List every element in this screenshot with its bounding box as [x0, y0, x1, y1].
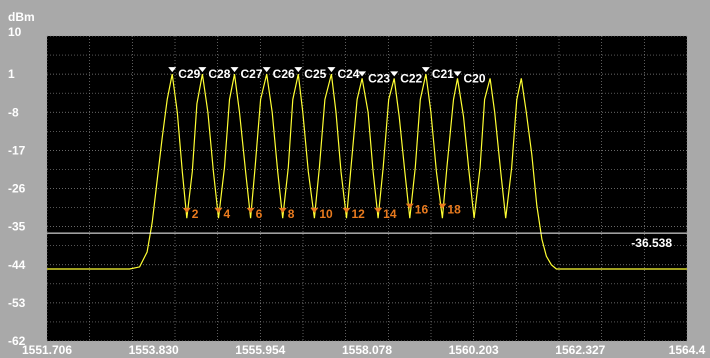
- peak-label: C22: [400, 71, 422, 85]
- peak-marker: [198, 67, 207, 73]
- peak-label: C20: [463, 71, 485, 85]
- x-tick-label: 1553.830: [129, 343, 179, 357]
- y-tick-label: -8: [8, 105, 19, 119]
- valley-label: 18: [447, 203, 461, 217]
- valley-marker: [342, 207, 351, 213]
- y-tick-label: 1: [8, 67, 15, 81]
- valley-label: 6: [256, 207, 263, 221]
- spectrum-trace: [47, 73, 687, 270]
- valley-marker: [438, 203, 447, 209]
- y-tick-label: -44: [8, 258, 26, 272]
- valley-marker: [214, 207, 223, 213]
- plot-area: [47, 36, 687, 341]
- peak-marker: [358, 71, 367, 77]
- peak-marker: [327, 67, 336, 73]
- valley-label: 8: [288, 207, 295, 221]
- valley-label: 14: [383, 207, 397, 221]
- y-tick-label: -53: [8, 296, 26, 310]
- valley-marker: [310, 207, 319, 213]
- peak-label: C24: [337, 67, 359, 81]
- peak-label: C21: [432, 67, 454, 81]
- peak-label: C25: [304, 67, 326, 81]
- valley-marker: [405, 203, 414, 209]
- peak-marker: [453, 71, 462, 77]
- y-tick-label: -35: [8, 220, 26, 234]
- peak-markers: C29 C28 C27 C26 C25 C24 C23 C22 C21 C20: [168, 67, 486, 85]
- peak-marker: [294, 67, 303, 73]
- y-tick-label: 10: [8, 25, 22, 39]
- valley-markers: 2 4 6 8 10 12 14 16 18: [182, 203, 461, 221]
- valley-label: 4: [223, 207, 230, 221]
- y-axis-unit: dBm: [8, 10, 35, 24]
- valley-marker: [246, 207, 255, 213]
- x-tick-label: 1555.954: [235, 343, 285, 357]
- y-tick-label: -17: [8, 143, 26, 157]
- peak-marker: [168, 67, 177, 73]
- peak-marker: [262, 67, 271, 73]
- y-tick-label: -26: [8, 182, 26, 196]
- valley-marker: [278, 207, 287, 213]
- peak-marker: [390, 71, 399, 77]
- y-tick-label: -62: [8, 334, 26, 348]
- valley-label: 12: [352, 207, 366, 221]
- valley-marker: [182, 207, 191, 213]
- peak-marker: [230, 67, 239, 73]
- x-tick-label: 1562.327: [555, 343, 605, 357]
- peak-label: C28: [208, 67, 230, 81]
- valley-label: 16: [415, 203, 429, 217]
- peak-label: C27: [241, 67, 263, 81]
- peak-label: C29: [178, 67, 200, 81]
- peak-label: C23: [368, 71, 390, 85]
- valley-label: 10: [319, 207, 333, 221]
- x-tick-label: 1551.706: [22, 343, 72, 357]
- peak-marker: [421, 67, 430, 73]
- valley-marker: [374, 207, 383, 213]
- peak-label: C26: [273, 67, 295, 81]
- x-tick-label: 1560.203: [449, 343, 499, 357]
- threshold-label: -36.538: [631, 236, 672, 250]
- x-tick-label: 1564.4: [669, 343, 706, 357]
- valley-label: 2: [192, 207, 199, 221]
- x-tick-label: 1558.078: [342, 343, 392, 357]
